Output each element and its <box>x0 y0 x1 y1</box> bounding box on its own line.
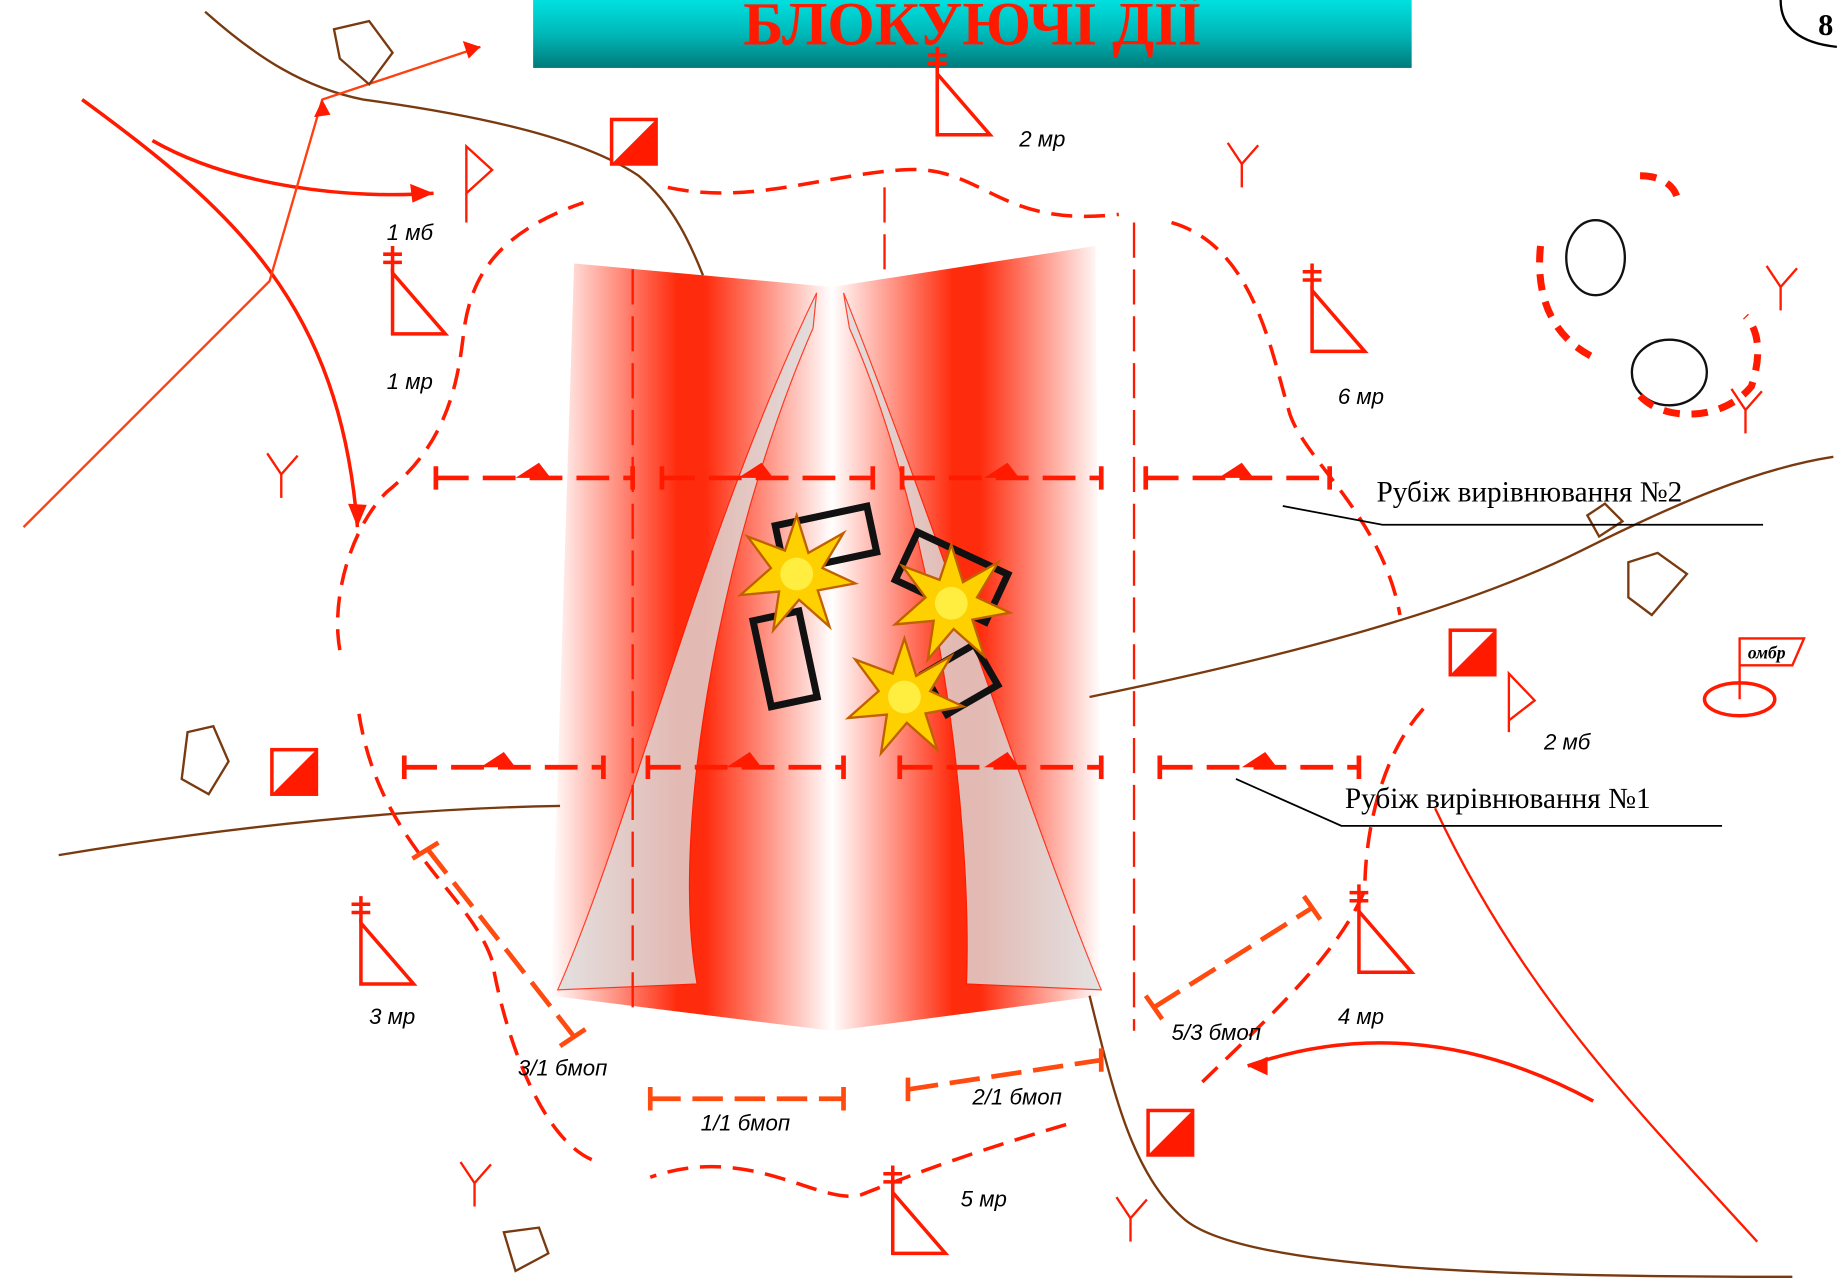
unit-label: 2 мб <box>1543 730 1592 755</box>
unit-symbol <box>883 1166 945 1254</box>
subunit-label: 1/1 бмоп <box>701 1110 791 1135</box>
unit-label: 5 мр <box>961 1187 1007 1212</box>
unit-symbol <box>383 246 445 334</box>
fork <box>1767 266 1797 311</box>
line-label: Рубіж вирівнювання №2 <box>1377 476 1683 508</box>
badge: омбр <box>1748 642 1786 662</box>
fork <box>1228 143 1258 188</box>
unit-label: 1 мр <box>387 369 433 394</box>
page-number: 8 <box>1818 8 1833 42</box>
unit-square <box>612 119 657 164</box>
unit-square <box>272 750 317 795</box>
unit-label: 3 мр <box>369 1004 415 1029</box>
flag <box>466 146 492 222</box>
line-label: Рубіж вирівнювання №1 <box>1345 783 1651 815</box>
fork <box>460 1162 490 1207</box>
title: БЛОКУЮЧІ ДІЇ <box>743 0 1201 59</box>
unit-label: 6 мр <box>1338 384 1384 409</box>
subunit-label: 3/1 бмоп <box>518 1055 608 1080</box>
unit-symbol <box>352 896 414 984</box>
leaders <box>1236 506 1763 826</box>
unit-symbol <box>1303 264 1365 352</box>
unit-label: 4 мр <box>1338 1004 1384 1029</box>
subunit-label: 2/1 бмоп <box>971 1085 1061 1110</box>
flag <box>1509 674 1535 733</box>
fork <box>1116 1197 1146 1242</box>
reserve-area <box>1540 176 1758 415</box>
diagram: БЛОКУЮЧІ ДІЇ 8 <box>0 0 1837 1285</box>
unit-square <box>1450 630 1495 675</box>
unit-square <box>1148 1110 1193 1155</box>
fork <box>267 453 297 498</box>
subunit-label: 5/3 бмоп <box>1172 1020 1262 1045</box>
unit-symbol <box>1350 884 1412 972</box>
unit-label: 1 мб <box>387 220 435 245</box>
unit-label: 2 мр <box>1018 126 1065 151</box>
